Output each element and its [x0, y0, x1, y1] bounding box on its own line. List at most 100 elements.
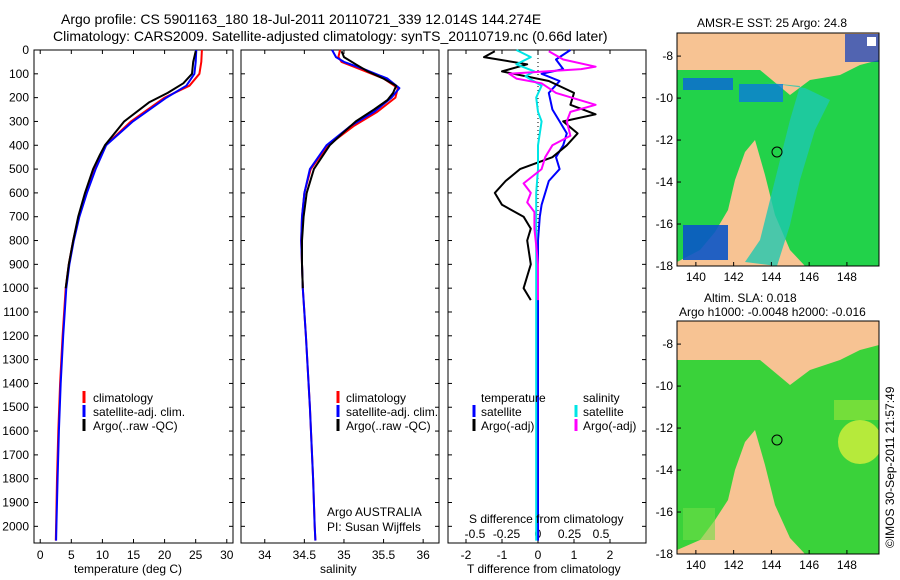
salinity-plot: 34 34.5 35 35.5 36 — [241, 49, 439, 562]
series-line — [301, 50, 398, 289]
x-tick-label: 34 — [258, 548, 272, 562]
depth-tick-label: 200 — [9, 91, 29, 105]
figure-title-line1: Argo profile: CS 5901163_180 18-Jul-2011… — [61, 11, 541, 27]
depth-tick-label: 900 — [9, 257, 29, 271]
x-tick-label: 0 — [535, 548, 542, 562]
series-line — [54, 49, 203, 541]
x-tick-label: 20 — [158, 548, 172, 562]
map-missing-patch — [867, 37, 876, 46]
depth-tick-label: 500 — [9, 162, 29, 176]
sla-map-title-line1: Altim. SLA: 0.018 — [704, 291, 797, 305]
legend-title-temperature: temperature — [481, 391, 546, 405]
lat-tick-label: -8 — [662, 337, 673, 351]
legend-label-t-argo: Argo(-adj) — [481, 419, 534, 433]
series-line — [508, 50, 597, 301]
x-tick-label: 25 — [189, 548, 203, 562]
argo-location-marker — [771, 146, 783, 158]
map-ocean — [677, 60, 879, 266]
legend-label-climatology: climatology — [93, 391, 153, 405]
lat-tick-label: -14 — [656, 463, 674, 477]
s-diff-tick-label: 0.25 — [558, 527, 582, 541]
depth-tick-label: 1100 — [3, 305, 29, 319]
depth-tick-label: 600 — [9, 186, 29, 200]
map-cold-patch — [683, 78, 733, 90]
x-tick-label: 30 — [220, 548, 234, 562]
pi-name-label: PI: Susan Wijffels — [327, 520, 421, 534]
lat-tick-label: -18 — [656, 547, 674, 561]
depth-tick-label: 1600 — [2, 424, 29, 438]
legend-label-satellite: satellite-adj. clim. — [346, 405, 438, 419]
lon-tick-label: 144 — [761, 558, 781, 572]
lon-tick-label: 146 — [799, 270, 819, 284]
difference-legend: temperature salinity satellite Argo(-adj… — [472, 391, 636, 433]
x-tick-label: 35 — [337, 548, 351, 562]
temperature-xlabel: temperature (deg C) — [74, 562, 182, 576]
sst-map-frame — [676, 32, 880, 267]
s-diff-tick-label: 0.5 — [593, 527, 610, 541]
depth-tick-label: 100 — [9, 67, 29, 81]
sla-map-frame — [676, 320, 880, 555]
temperature-panel: 0100200300400500600700800900100011001200… — [2, 43, 233, 576]
legend-label-t-satellite: satellite — [481, 405, 522, 419]
depth-tick-label: 1200 — [2, 329, 29, 343]
series-line — [300, 49, 399, 541]
depth-tick-label: 400 — [9, 138, 29, 152]
map-ocean — [677, 345, 879, 554]
lon-tick-label: 142 — [724, 558, 744, 572]
depth-tick-label: 300 — [9, 114, 29, 128]
sla-map-title-line2: Argo h1000: -0.0048 h2000: -0.016 — [679, 305, 866, 319]
x-tick-label: 1 — [571, 548, 578, 562]
legend-title-salinity: salinity — [583, 391, 620, 405]
lon-tick-label: 144 — [761, 270, 781, 284]
series-line — [515, 49, 543, 541]
argo-location-marker — [771, 434, 783, 446]
depth-tick-label: 1300 — [2, 353, 29, 367]
series-line — [300, 49, 401, 541]
s-difference-label: S difference from climatology — [469, 512, 624, 526]
x-tick-label: -1 — [497, 548, 508, 562]
series-line — [537, 49, 571, 541]
depth-tick-label: 800 — [9, 234, 29, 248]
x-tick-label: 0 — [37, 548, 44, 562]
temperature-legend: climatology satellite-adj. clim. Argo(..… — [82, 391, 185, 433]
map-cold-patch — [739, 84, 783, 102]
series-line — [55, 49, 198, 541]
lat-tick-label: -10 — [656, 91, 674, 105]
map-cold-patch — [683, 225, 728, 260]
temperature-axes-frame — [33, 49, 234, 544]
sla-map-ticks: 140 142 144 146 148 -8 -10 -12 -14 -16 -18 — [656, 337, 858, 572]
sst-map-title: AMSR-E SST: 25 Argo: 24.8 — [697, 16, 847, 30]
x-tick-label: -2 — [461, 548, 472, 562]
lat-tick-label: -8 — [662, 49, 673, 63]
salinity-legend: climatology satellite-adj. clim. Argo(..… — [336, 391, 438, 433]
x-tick-label: 15 — [127, 548, 141, 562]
salinity-xlabel: salinity — [320, 562, 357, 576]
series-line — [64, 50, 197, 289]
lat-tick-label: -10 — [656, 379, 674, 393]
difference-axes-frame — [447, 49, 647, 544]
depth-tick-label: 1400 — [2, 376, 29, 390]
x-tick-label: 34.5 — [293, 548, 317, 562]
argo-program-label: Argo AUSTRALIA — [327, 505, 422, 519]
map-sla-patch — [834, 400, 879, 420]
lat-tick-label: -18 — [656, 259, 674, 273]
lat-tick-label: -16 — [656, 217, 674, 231]
legend-label-s-argo: Argo(-adj) — [583, 419, 636, 433]
legend-label-argo: Argo(..raw -QC) — [346, 419, 431, 433]
x-tick-label: 35.5 — [372, 548, 396, 562]
lat-tick-label: -14 — [656, 175, 674, 189]
legend-label-s-satellite: satellite — [583, 405, 624, 419]
sla-map: Altim. SLA: 0.018 Argo h1000: -0.0048 h2… — [656, 291, 880, 572]
salinity-panel: 34 34.5 35 35.5 36 salinity climatology sate… — [240, 49, 440, 576]
lon-tick-label: 148 — [837, 270, 857, 284]
s-diff-tick-label: -0.25 — [493, 527, 521, 541]
depth-tick-label: 1800 — [2, 472, 29, 486]
x-tick-label: 5 — [68, 548, 75, 562]
depth-tick-label: 2000 — [2, 519, 29, 533]
legend-label-argo: Argo(..raw -QC) — [93, 419, 178, 433]
lon-tick-label: 140 — [686, 558, 706, 572]
map-sla-patch — [683, 508, 715, 540]
lon-tick-label: 148 — [837, 558, 857, 572]
